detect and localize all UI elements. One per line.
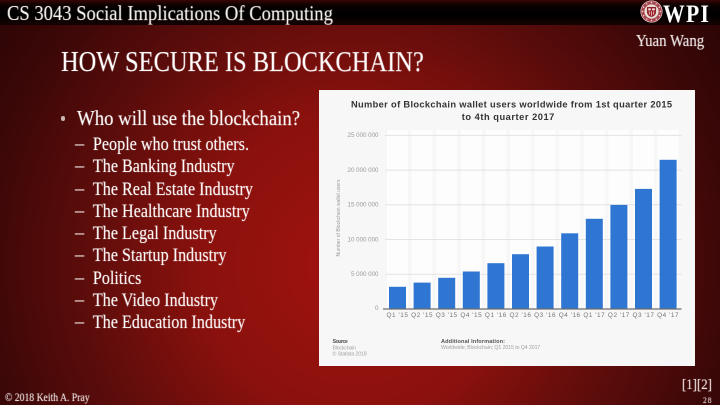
svg-text:Q4 '15: Q4 '15: [460, 312, 482, 319]
svg-text:Q3 '16: Q3 '16: [534, 312, 556, 319]
svg-text:Number of Blockchain wallet us: Number of Blockchain wallet users: [336, 179, 342, 257]
svg-text:Q1 '15: Q1 '15: [387, 312, 409, 319]
svg-text:Q4 '17: Q4 '17: [657, 312, 679, 319]
svg-text:Worldwide; Blockchain; Q1 2015: Worldwide; Blockchain; Q1 2015 to Q4 201…: [441, 345, 540, 351]
svg-text:Q3 '17: Q3 '17: [633, 312, 655, 319]
svg-text:5 000 000: 5 000 000: [351, 271, 379, 278]
svg-text:© Statista 2018: © Statista 2018: [333, 350, 367, 357]
svg-text:20 000 000: 20 000 000: [348, 167, 380, 174]
svg-text:25 000 000: 25 000 000: [348, 132, 380, 139]
svg-text:10 000 000: 10 000 000: [348, 236, 380, 243]
svg-text:Q2 '16: Q2 '16: [510, 312, 532, 319]
svg-text:15 000 000: 15 000 000: [348, 202, 380, 209]
svg-text:Source: Source: [333, 339, 348, 345]
svg-text:Number of Blockchain wallet us: Number of Blockchain wallet users worldw…: [351, 99, 672, 109]
svg-text:Q1 '17: Q1 '17: [583, 312, 605, 319]
svg-text:to 4th quarter 2017: to 4th quarter 2017: [462, 112, 555, 122]
svg-text:Q2 '17: Q2 '17: [608, 312, 630, 319]
svg-text:Q4 '16: Q4 '16: [559, 312, 581, 319]
svg-text:Blockchain: Blockchain: [333, 346, 357, 352]
svg-text:Additional Information:: Additional Information:: [441, 339, 505, 345]
svg-text:0: 0: [375, 305, 379, 312]
svg-text:Q2 '15: Q2 '15: [411, 312, 433, 319]
svg-text:Q3 '15: Q3 '15: [436, 312, 458, 319]
svg-text:Q1 '16: Q1 '16: [485, 312, 507, 319]
